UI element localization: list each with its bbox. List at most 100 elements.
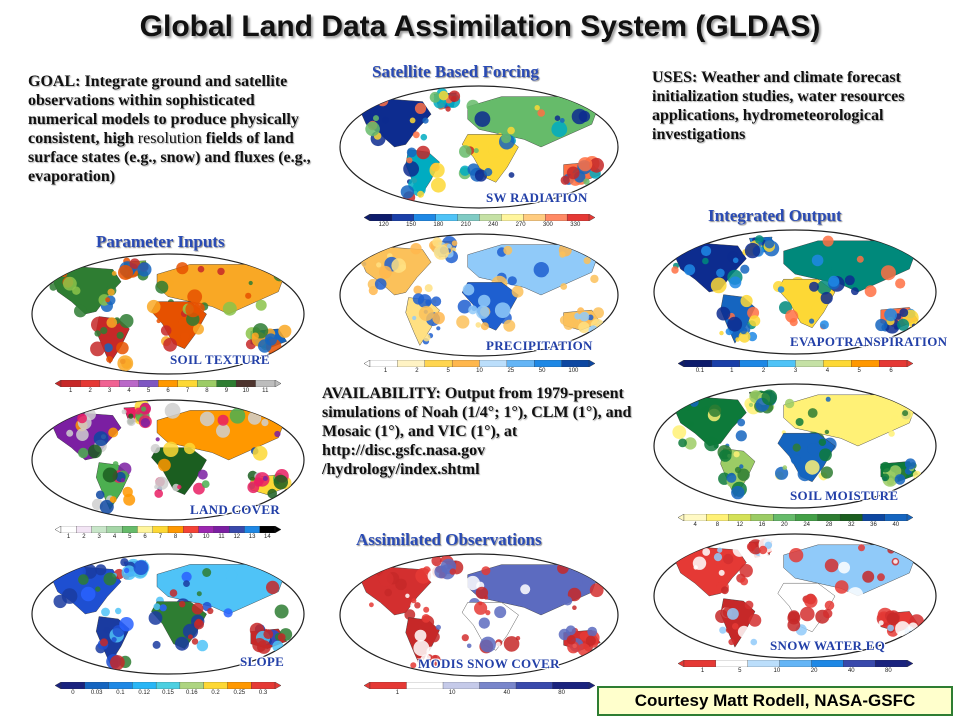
colorbar-swatch [251,682,276,689]
colorbar-swatch [167,526,184,533]
colorbar-swatch [177,380,198,387]
tick-label: 4 [112,534,117,540]
tick-label: 3 [97,534,101,540]
land-cover-colorbar [55,526,281,533]
tick-label: 5 [146,388,151,394]
colorbar-swatch [457,214,480,221]
land-cover-label: LAND COVER [190,502,281,517]
evapotranspiration-map [652,228,938,356]
continent-shape [467,244,598,296]
colorbar-swatch [106,526,123,533]
colorbar-swatch [76,526,93,533]
colorbar-swatch [739,360,769,367]
sw-radiation-colorbar [364,214,595,221]
sw-radiation-tick-labels: 120 150 180 210 240 270 300 330 [370,222,589,229]
colorbar-swatch [683,360,713,367]
colorbar-swatch [750,514,774,521]
colorbar-swatch [451,360,480,367]
tick-label: 1 [69,388,73,394]
availability-text: Output from 1979-present simulations of … [322,385,632,478]
snow-water-eq-map [652,532,938,660]
tick-label: 300 [542,222,553,228]
tick-label: 20 [781,522,788,528]
tick-label: 1 [395,690,400,696]
soil-texture-colorbar [55,380,281,387]
goal-paragraph: GOAL: Integrate ground and satellite obs… [28,72,320,186]
colorbar-swatch [501,214,524,221]
evapotranspiration-tick-labels: 0.1 1 2 3 4 5 6 [684,368,907,375]
colorbar-swatch [152,526,169,533]
availability-paragraph: AVAILABILITY: Output from 1979-present s… [322,384,644,479]
soil-moisture-colorbar [678,514,913,521]
soil-texture-tick-labels: 1 2 3 4 5 6 7 8 9 10 11 [61,388,275,395]
land-cover-tick-labels: 1 2 3 4 5 6 7 8 9 10 11 12 13 14 [61,534,275,541]
colorbar-swatch [683,660,717,667]
goal-text-plain: resolution [137,130,202,147]
evapotranspiration-label: EVAPOTRANSPIRATION [790,334,948,349]
slope-label: SLOPE [240,654,285,669]
colorbar-swatch [255,380,276,387]
evapotranspiration-colorbar [678,360,913,367]
tick-label: 3 [107,388,112,394]
colorbar-swatch [442,682,480,689]
uses-paragraph: USES: Weather and climate forecast initi… [652,68,912,144]
colorbar-swatch [213,526,230,533]
colorbar-swatch [795,514,819,521]
continent-shape [783,394,916,447]
uses-label: USES: [652,69,698,86]
tick-label: 13 [248,534,256,540]
colorbar-swatch [369,360,398,367]
tick-label: 28 [825,522,833,528]
colorbar-swatch [119,380,140,387]
colorbar-swatch [259,526,276,533]
tick-label: 16 [758,522,766,528]
tick-label: 36 [870,522,877,528]
colorbar-swatch [235,380,256,387]
modis-snow-cover-map [338,552,620,678]
continent-shape [674,397,747,447]
tick-label: 1 [730,368,734,374]
snow-water-eq-colorbar [678,660,913,667]
colorbar-swatch [80,380,101,387]
colorbar-swatch [545,214,568,221]
tick-label: 0.1 [695,368,705,374]
colorbar-swatch [561,360,590,367]
colorbar-swatch [747,660,781,667]
colorbar-swatch [108,682,133,689]
tick-label: 40 [892,522,900,528]
colorbar-swatch [515,682,553,689]
tick-label: 10 [476,368,483,374]
tick-label: 12 [736,522,744,528]
colorbar-swatch [228,526,245,533]
colorbar-swatch [424,360,453,367]
tick-label: 0.16 [185,690,198,696]
colorbar-swatch [158,380,179,387]
precipitation-label: PRECIPITATION [486,338,593,353]
colorbar-swatch [767,360,796,367]
tick-label: 1 [383,368,388,374]
sw-radiation-label: SW RADIATION [486,190,588,205]
colorbar-swatch [227,682,252,689]
tick-label: 0 [71,690,75,696]
tick-label: 0.03 [90,690,103,696]
tick-label: 2 [761,368,766,374]
precipitation-tick-labels: 1 2 5 10 25 50 100 [370,368,589,375]
colorbar-swatch [878,360,908,367]
colorbar-swatch [132,682,157,689]
colorbar-swatch [99,380,120,387]
tick-label: 9 [189,534,193,540]
tick-label: 32 [847,522,855,528]
colorbar-swatch [60,526,77,533]
tick-label: 12 [233,534,241,540]
tick-label: 10 [242,388,250,394]
tick-label: 80 [558,690,565,696]
assimilated-observations-heading: Assimilated Observations [356,530,542,549]
colorbar-swatch [851,360,880,367]
tick-label: 210 [460,222,471,228]
modis-snow-cover-tick-labels: 1 10 40 80 [370,690,589,697]
tick-label: 180 [433,222,444,228]
availability-label: AVAILABILITY: [322,385,441,402]
tick-label: 0.2 [211,690,220,696]
tick-label: 5 [857,368,861,374]
colorbar-swatch [534,360,563,367]
